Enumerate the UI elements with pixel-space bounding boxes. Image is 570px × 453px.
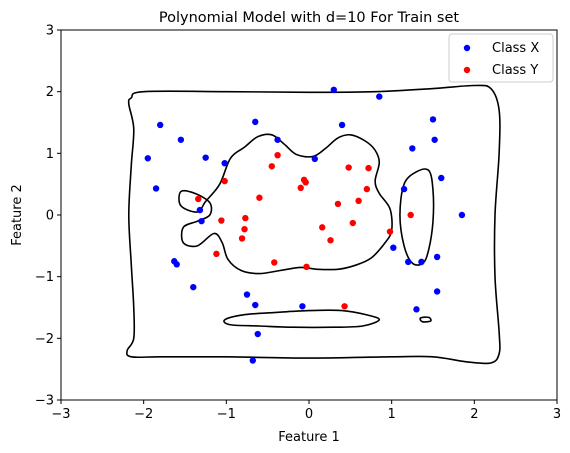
point-class-y-9	[256, 194, 263, 201]
point-class-x-7	[274, 136, 281, 143]
legend-box	[448, 33, 554, 83]
point-class-y-3	[365, 164, 372, 172]
point-class-x-12	[221, 160, 228, 167]
decision-boundary	[126, 84, 501, 365]
point-class-x-4	[338, 121, 346, 129]
boundary-contour-3	[223, 309, 381, 329]
point-class-x-32	[254, 330, 261, 338]
point-class-x-24	[418, 258, 425, 266]
point-class-x-29	[252, 301, 259, 309]
point-class-y-23	[271, 259, 278, 266]
point-class-x-27	[243, 291, 251, 298]
point-class-y-22	[213, 250, 220, 258]
point-class-x-0	[330, 86, 337, 94]
x-axis-label: Feature 1	[278, 430, 340, 445]
point-class-x-18	[196, 206, 204, 214]
point-class-y-18	[241, 225, 248, 233]
point-class-y-15	[218, 217, 225, 224]
point-class-y-1	[268, 163, 275, 170]
x-tick-label-3: 0	[305, 407, 313, 422]
point-class-x-20	[390, 244, 397, 251]
chart-title: Polynomial Model with d=10 For Train set	[159, 10, 460, 26]
point-class-x-22	[173, 261, 180, 268]
point-class-y-21	[327, 237, 334, 244]
point-class-y-0	[274, 151, 281, 159]
point-class-y-16	[349, 219, 357, 227]
point-class-x-1	[376, 93, 383, 100]
point-class-y-19	[386, 228, 394, 235]
legend: Class X Class Y	[448, 33, 554, 83]
boundary-contour-1	[178, 133, 393, 275]
x-tick-label-5: 2	[470, 407, 478, 422]
point-class-x-8	[431, 136, 438, 143]
point-class-y-25	[341, 303, 348, 310]
x-tick-label-4: 1	[388, 407, 396, 422]
boundary-contour-0	[126, 84, 501, 365]
point-class-x-25	[433, 253, 441, 261]
point-class-x-16	[400, 185, 408, 193]
point-class-y-8	[363, 185, 371, 193]
point-class-y-2	[345, 164, 352, 171]
y-tick-label-4: 1	[46, 147, 54, 162]
data-points	[144, 86, 466, 364]
point-class-x-14	[438, 174, 445, 182]
point-class-x-28	[433, 288, 441, 295]
y-tick-label-5: 2	[46, 85, 54, 100]
point-class-y-24	[303, 263, 310, 270]
y-axis-label: Feature 2	[10, 184, 25, 246]
x-tick-label-1: −2	[134, 407, 153, 422]
point-class-y-6	[302, 179, 309, 186]
point-class-x-5	[429, 116, 437, 123]
point-class-x-31	[413, 306, 420, 313]
point-class-x-9	[409, 145, 416, 152]
point-class-x-10	[144, 155, 151, 162]
point-class-x-17	[458, 211, 466, 219]
point-class-y-5	[221, 177, 228, 185]
point-class-x-30	[299, 303, 306, 310]
legend-marker-class-y	[463, 66, 471, 74]
legend-marker-class-x	[463, 44, 471, 52]
point-class-x-13	[311, 155, 318, 163]
point-class-x-15	[152, 185, 160, 192]
y-tick-label-6: 3	[46, 24, 54, 39]
point-class-y-7	[297, 184, 304, 192]
x-tick-label-2: −1	[217, 407, 236, 422]
point-class-y-17	[319, 224, 326, 231]
point-class-x-6	[177, 136, 185, 143]
point-class-x-33	[249, 357, 256, 364]
x-axis: −3 −2 −1 0 1 2 3	[51, 400, 561, 422]
boundary-contour-4	[419, 316, 432, 323]
x-tick-label-0: −3	[51, 407, 70, 422]
point-class-y-20	[238, 235, 246, 242]
y-tick-label-1: −2	[35, 332, 54, 347]
y-tick-label-3: 0	[46, 209, 54, 224]
point-class-y-11	[355, 197, 362, 205]
x-tick-label-6: 3	[553, 407, 561, 422]
point-class-y-14	[242, 214, 249, 222]
legend-entry-class-y: Class Y	[492, 63, 538, 78]
point-class-x-2	[157, 121, 164, 129]
point-class-x-11	[202, 154, 209, 161]
boundary-contour-2	[399, 168, 435, 266]
point-class-x-3	[252, 118, 259, 126]
point-class-x-23	[405, 258, 412, 266]
point-class-y-10	[195, 195, 202, 203]
point-class-y-13	[407, 211, 414, 219]
point-class-x-26	[190, 283, 197, 291]
point-class-y-12	[334, 200, 342, 208]
point-class-x-19	[198, 217, 205, 225]
legend-entry-class-x: Class X	[492, 41, 539, 56]
plot-area	[60, 29, 558, 401]
y-tick-label-2: −1	[35, 270, 54, 285]
y-tick-label-0: −3	[35, 394, 54, 409]
y-axis: −3 −2 −1 0 1 2 3	[35, 24, 61, 409]
